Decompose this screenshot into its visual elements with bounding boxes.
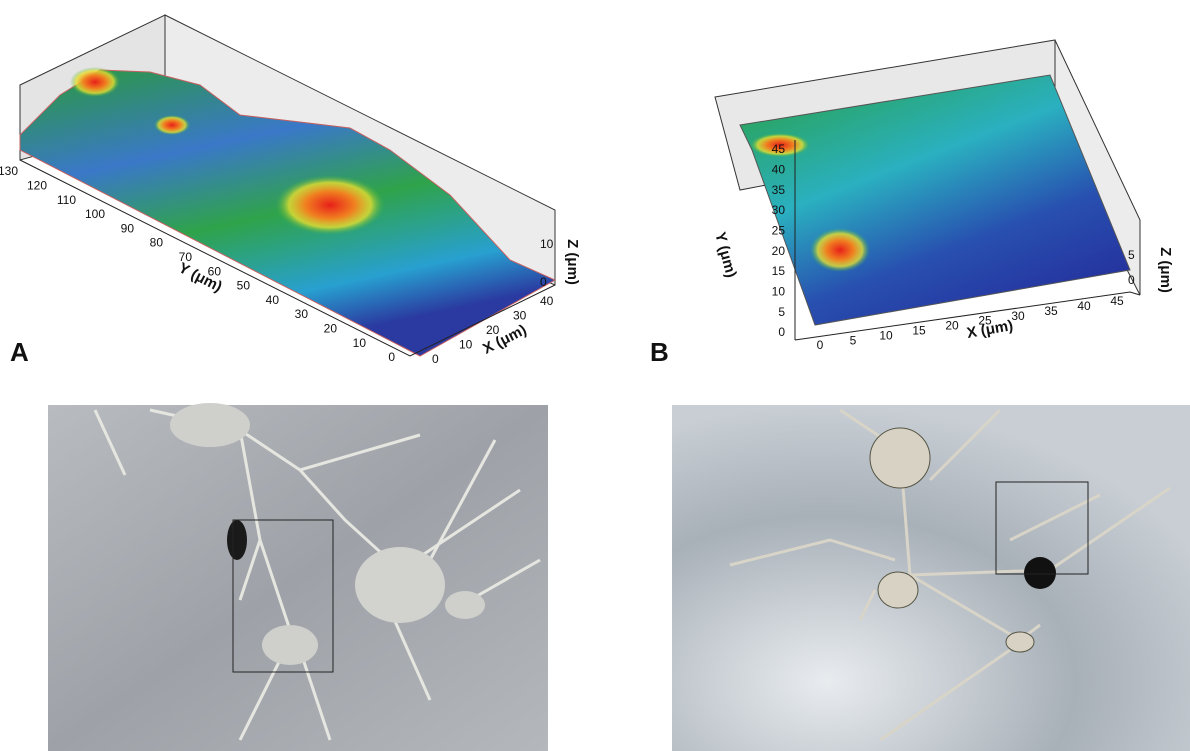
tick-label: 10	[879, 328, 893, 342]
tick-label: 10	[540, 237, 554, 251]
tick-label: 30	[1011, 309, 1025, 323]
tick-label: 40	[772, 163, 786, 177]
tick-label: 15	[772, 264, 786, 278]
axis-title: X (μm)	[965, 317, 1014, 342]
tick-label: 25	[978, 314, 992, 328]
tick-label: 130	[0, 164, 18, 178]
tick-label: 50	[237, 279, 251, 293]
axis-title: Y (μm)	[711, 230, 739, 279]
tick-label: 5	[850, 333, 857, 347]
tick-label: 0	[540, 275, 547, 289]
tick-label: 35	[772, 183, 786, 197]
tick-label: 0	[388, 350, 395, 364]
tick-label: 40	[1077, 299, 1091, 313]
tick-label: 20	[486, 323, 500, 337]
tick-label: 0	[778, 325, 785, 339]
panel-label: B	[650, 337, 669, 367]
tick-label: 80	[150, 236, 164, 250]
tick-label: 20	[945, 319, 959, 333]
axis-title: Z (μm)	[1157, 247, 1174, 293]
tick-label: 100	[85, 207, 105, 221]
tick-label: 10	[353, 336, 367, 350]
tick-label: 30	[295, 307, 309, 321]
tick-label: 10	[772, 285, 786, 299]
tick-label: 35	[1044, 304, 1058, 318]
surface-plot-a	[19, 14, 557, 357]
tick-label: 5	[778, 305, 785, 319]
tick-label: 60	[208, 264, 222, 278]
tick-label: 15	[912, 324, 926, 338]
tick-label: 30	[772, 203, 786, 217]
tick-label: 40	[540, 294, 554, 308]
panel-label: A	[10, 337, 29, 367]
tick-label: 20	[324, 322, 338, 336]
tick-label: 45	[1110, 294, 1124, 308]
tick-label: 70	[179, 250, 193, 264]
tick-label: 120	[27, 178, 47, 192]
tick-label: 45	[772, 142, 786, 156]
tick-label: 25	[772, 224, 786, 238]
tick-label: 0	[817, 338, 824, 352]
tick-label: 40	[266, 293, 280, 307]
tick-label: 110	[57, 193, 76, 207]
micrograph-b	[672, 405, 1190, 751]
tick-label: 0	[1128, 273, 1135, 287]
tick-label: 30	[513, 309, 527, 323]
tick-label: 0	[432, 352, 439, 366]
tick-label: 90	[121, 221, 135, 235]
axis-title: Z (μm)	[564, 239, 581, 285]
micrograph-a	[48, 403, 548, 751]
surface-plot-b	[714, 39, 1141, 341]
tick-label: 5	[1128, 248, 1135, 262]
tick-label: 20	[772, 244, 786, 258]
tick-label: 10	[459, 338, 473, 352]
